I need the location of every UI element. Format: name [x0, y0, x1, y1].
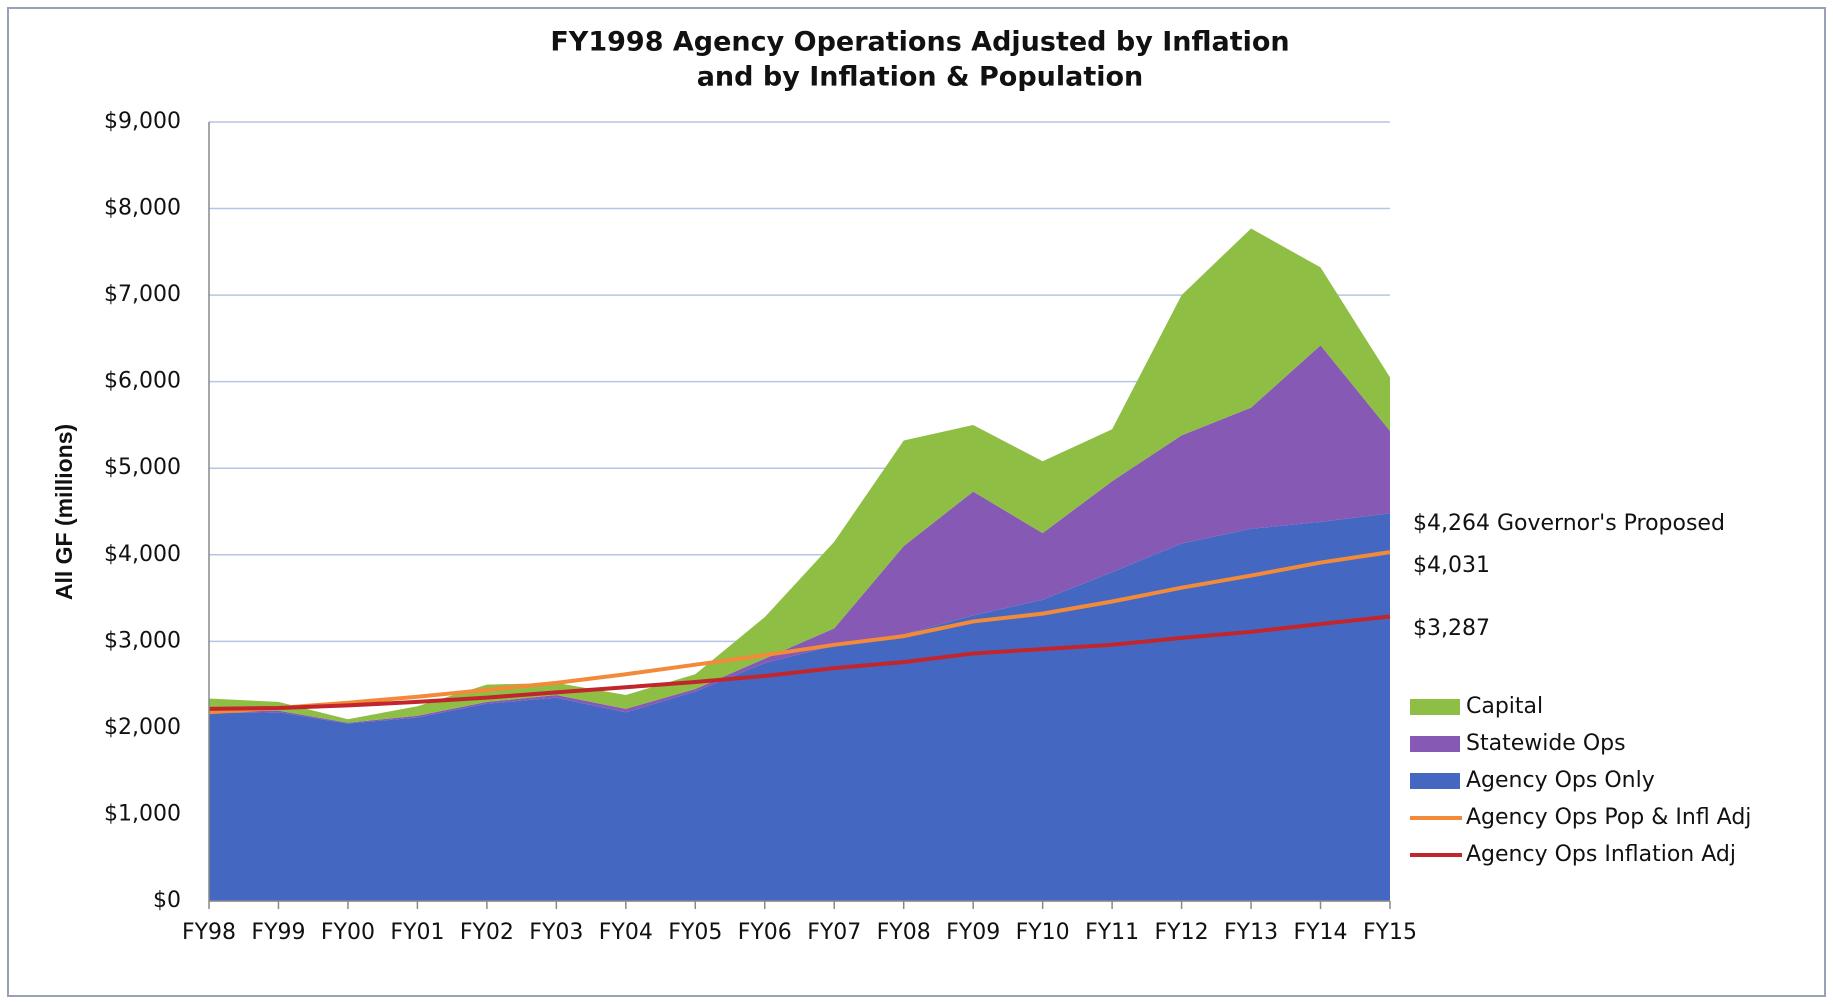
y-tick-label: $0	[153, 888, 181, 913]
legend-label: Capital	[1466, 694, 1543, 719]
legend-label: Agency Ops Only	[1466, 768, 1655, 793]
area	[209, 228, 1390, 723]
x-tick-label: FY04	[599, 920, 653, 945]
x-tick-label: FY02	[460, 920, 514, 945]
x-tick-label: FY15	[1363, 920, 1417, 945]
line	[208, 614, 1391, 711]
legend-label: Agency Ops Inflation Adj	[1466, 842, 1736, 867]
legend-swatch	[1410, 736, 1460, 752]
y-tick-label: $5,000	[104, 455, 181, 480]
legend-label: Agency Ops Pop & Infl Adj	[1466, 805, 1751, 830]
x-tick-label: FY03	[529, 920, 583, 945]
x-tick-label: FY98	[182, 920, 236, 945]
x-tick-label: FY12	[1155, 920, 1209, 945]
y-tick-label: $8,000	[104, 196, 181, 221]
x-tick-label: FY01	[390, 920, 444, 945]
y-tick-label: $6,000	[104, 369, 181, 394]
line	[208, 550, 1391, 715]
annotation: $4,031	[1413, 553, 1490, 578]
x-tick-label: FY09	[946, 920, 1000, 945]
annotation: $4,264 Governor's Proposed	[1413, 511, 1725, 536]
y-tick-label: $2,000	[104, 715, 181, 740]
x-tick-label: FY06	[738, 920, 792, 945]
y-tick-label: $7,000	[104, 282, 181, 307]
chart-title: FY1998 Agency Operations Adjusted by Inf…	[550, 27, 1289, 58]
annotation: $3,287	[1413, 616, 1490, 641]
x-tick-label: FY00	[321, 920, 375, 945]
x-tick-label: FY13	[1224, 920, 1278, 945]
y-axis-label: All GF (millions)	[51, 424, 77, 600]
x-tick-label: FY99	[251, 920, 305, 945]
area	[209, 345, 1390, 724]
chart-title: and by Inflation & Population	[697, 62, 1144, 93]
legend-swatch	[1410, 773, 1460, 789]
x-tick-label: FY07	[807, 920, 861, 945]
y-tick-label: $4,000	[104, 542, 181, 567]
x-tick-label: FY05	[668, 920, 722, 945]
y-tick-label: $9,000	[104, 109, 181, 134]
legend-label: Statewide Ops	[1466, 731, 1626, 756]
legend-swatch	[1410, 699, 1460, 715]
x-tick-label: FY14	[1293, 920, 1347, 945]
x-tick-label: FY11	[1085, 920, 1139, 945]
x-tick-label: FY10	[1016, 920, 1070, 945]
y-tick-label: $1,000	[104, 801, 181, 826]
y-tick-label: $3,000	[104, 628, 181, 653]
x-tick-label: FY08	[877, 920, 931, 945]
area	[209, 513, 1390, 901]
